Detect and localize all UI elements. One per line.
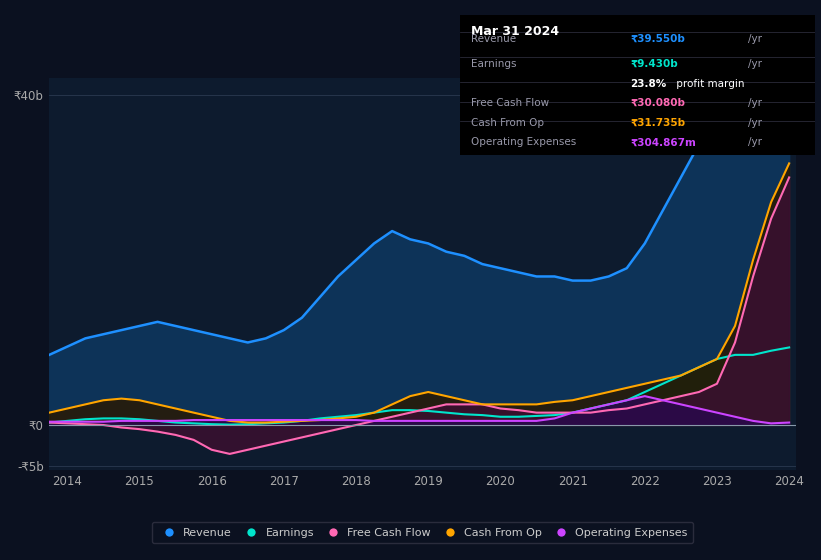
Text: profit margin: profit margin (673, 78, 745, 88)
Text: Operating Expenses: Operating Expenses (470, 137, 576, 147)
Text: /yr: /yr (748, 118, 762, 128)
Text: 23.8%: 23.8% (631, 78, 667, 88)
Text: ₹30.080b: ₹30.080b (631, 98, 686, 108)
Text: ₹39.550b: ₹39.550b (631, 34, 686, 44)
Text: Mar 31 2024: Mar 31 2024 (470, 25, 559, 38)
Text: /yr: /yr (748, 137, 762, 147)
Text: Earnings: Earnings (470, 59, 516, 69)
Legend: Revenue, Earnings, Free Cash Flow, Cash From Op, Operating Expenses: Revenue, Earnings, Free Cash Flow, Cash … (152, 522, 694, 543)
Text: /yr: /yr (748, 98, 762, 108)
Text: Cash From Op: Cash From Op (470, 118, 544, 128)
Text: ₹304.867m: ₹304.867m (631, 137, 696, 147)
Text: Free Cash Flow: Free Cash Flow (470, 98, 548, 108)
Text: ₹31.735b: ₹31.735b (631, 118, 686, 128)
Text: ₹9.430b: ₹9.430b (631, 59, 678, 69)
Text: Revenue: Revenue (470, 34, 516, 44)
Text: /yr: /yr (748, 34, 762, 44)
Text: /yr: /yr (748, 59, 762, 69)
